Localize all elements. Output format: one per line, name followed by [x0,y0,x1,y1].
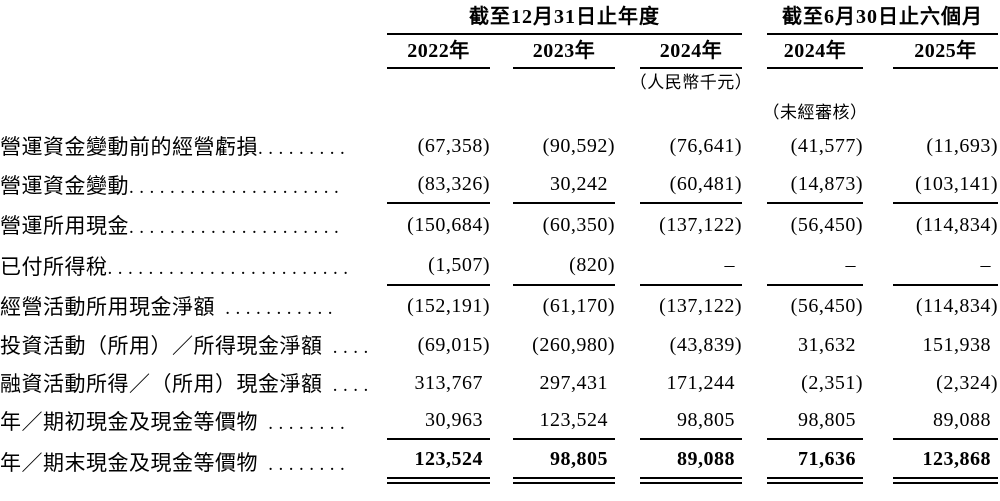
row-income-tax-paid: 已付所得稅........................ (1,507) (8… [0,246,1000,286]
leader-dots: .... [322,337,374,358]
value-cell: (56,450) [790,294,863,317]
value-cell: (103,141) [893,166,998,204]
row-label: 年／期末現金及現金等價物 ........ [0,451,351,475]
value-cell: (114,834) [915,213,998,236]
row-label: 經營活動所用現金淨額 ........... [0,295,338,319]
leader-dots: ..................... [129,177,345,198]
value-cell: (56,450) [790,213,863,236]
currency-note-row: （人民幣千元） [0,66,1000,94]
leader-dots: ..................... [129,217,345,238]
row-cash-used-in-operations: 營運所用現金..................... (150,684) (6… [0,204,1000,246]
value-cell: (150,684) [407,213,490,236]
annual-period-group-title: 截至12月31日止年度 [387,0,742,35]
value-cell: (60,481) [640,166,742,204]
value-cell: (41,577) [790,134,863,157]
year-header-row: 2022年 2023年 2024年 2024年 2025年 [0,34,1000,69]
value-cell: 89,088 [640,440,742,484]
value-cell: (90,592) [542,134,615,157]
value-cell: (2,324) [936,371,998,394]
value-cell: (137,122) [659,213,742,236]
row-label: 年／期初現金及現金等價物 ........ [0,410,351,434]
row-label: 營運資金變動..................... [0,174,345,198]
value-cell: 31,632 [798,333,856,356]
value-cell: 89,088 [893,402,998,440]
value-cell: (2,351) [801,371,863,394]
leader-dots: ......... [258,138,351,159]
value-cell: (76,641) [669,134,742,157]
value-cell: (1,507) [387,246,490,286]
row-label: 已付所得稅........................ [0,255,354,279]
value-cell: 123,524 [513,402,615,440]
value-cell: (260,980) [532,333,615,356]
unaudited-note: （未經審核） [762,102,868,122]
value-cell: (83,326) [387,166,490,204]
row-label: 融資活動所得／（所用）現金淨額 .... [0,372,374,396]
leader-dots: ........................ [107,258,354,279]
value-cell: 123,868 [893,440,998,484]
row-cash-at-beginning-of-period: 年／期初現金及現金等價物 ........ 30,963 123,524 98,… [0,402,1000,440]
value-cell: 30,242 [513,166,615,204]
row-net-cash-from-investing-activities: 投資活動（所用）／所得現金淨額 .... (69,015) (260,980) … [0,326,1000,364]
row-net-cash-from-financing-activities: 融資活動所得／（所用）現金淨額 .... 313,767 297,431 171… [0,364,1000,402]
period-group-header-row: 截至12月31日止年度 截至6月30日止六個月 [0,0,1000,35]
value-cell: 297,431 [539,371,608,394]
value-cell: 98,805 [640,402,742,440]
value-cell: (114,834) [915,294,998,317]
value-cell: 98,805 [513,440,615,484]
row-operating-loss-before-working-capital-changes: 營運資金變動前的經營虧損......... (67,358) (90,592) … [0,126,1000,166]
value-cell: 171,244 [666,371,735,394]
interim-period-group-title: 截至6月30日止六個月 [767,0,998,35]
value-cell: (11,693) [926,134,998,157]
value-cell: – [767,246,863,286]
unaudited-note-row: （未經審核） [0,94,1000,126]
leader-dots: ........ [258,413,351,434]
value-cell: (69,015) [417,333,490,356]
value-cell: (43,839) [669,333,742,356]
row-label: 投資活動（所用）／所得現金淨額 .... [0,334,374,358]
year-column-header-2022: 2022年 [387,34,490,69]
value-cell: – [893,246,998,286]
value-cell: 313,767 [414,371,483,394]
value-cell: (152,191) [407,294,490,317]
value-cell: 151,938 [922,333,991,356]
value-cell: (67,358) [417,134,490,157]
row-net-cash-used-in-operating-activities: 經營活動所用現金淨額 ........... (152,191) (61,170… [0,286,1000,326]
row-label: 營運所用現金..................... [0,214,345,238]
leader-dots: ........... [215,298,338,319]
leader-dots: ........ [258,454,351,475]
value-cell: 71,636 [767,440,863,484]
value-cell: (137,122) [659,294,742,317]
value-cell: 30,963 [387,402,490,440]
value-cell: (60,350) [542,213,615,236]
year-column-header-2024: 2024年 [640,34,742,69]
row-changes-in-working-capital: 營運資金變動..................... (83,326) 30,… [0,166,1000,204]
value-cell: (61,170) [542,294,615,317]
leader-dots: .... [322,375,374,396]
value-cell: 98,805 [767,402,863,440]
value-cell: (820) [513,246,615,286]
year-column-header-2025-interim: 2025年 [893,34,998,69]
row-label: 營運資金變動前的經營虧損......... [0,135,351,159]
value-cell: – [640,246,742,286]
currency-note: （人民幣千元） [629,72,753,92]
value-cell: (14,873) [767,166,863,204]
year-column-header-2024-interim: 2024年 [767,34,863,69]
year-column-header-2023: 2023年 [513,34,615,69]
value-cell: 123,524 [387,440,490,484]
row-cash-at-end-of-period: 年／期末現金及現金等價物 ........ 123,524 98,805 89,… [0,440,1000,484]
